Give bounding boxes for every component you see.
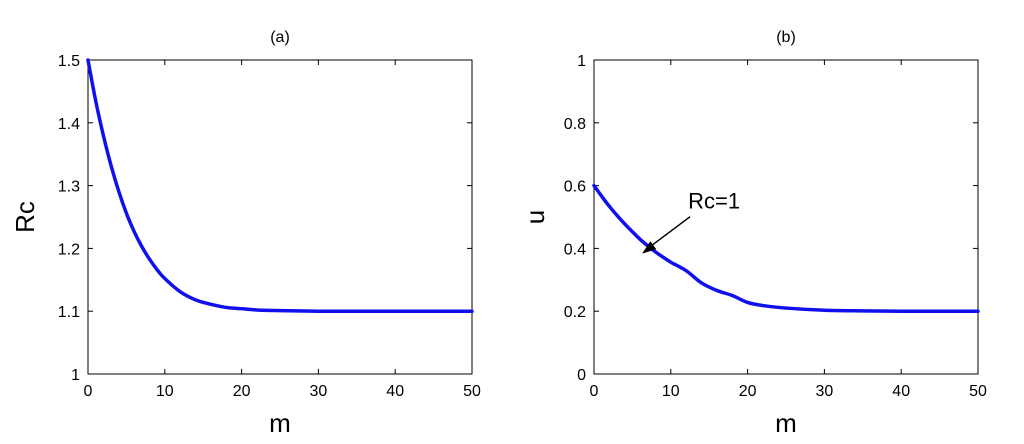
y-tick-label: 0 [577, 367, 586, 384]
x-axis-label: m [775, 408, 797, 438]
x-tick-label: 20 [233, 383, 251, 400]
y-tick-label: 1.1 [58, 304, 80, 321]
x-tick-label: 10 [156, 383, 174, 400]
x-tick-label: 50 [969, 383, 987, 400]
x-tick-label: 0 [590, 383, 599, 400]
chart-a: 0 10 20 30 40 50 1 1.1 1.2 1.3 1.4 1.5 (a) m Rc [10, 29, 481, 438]
x-tick-label: 10 [662, 383, 680, 400]
y-tick-label: 1.5 [58, 53, 80, 70]
annotation-arrow-head [642, 241, 657, 254]
y-tick-label: 1 [577, 53, 586, 70]
x-tick-label: 0 [84, 383, 93, 400]
plot-frame [87, 59, 473, 375]
series-line [86, 58, 474, 313]
x-tick-label: 30 [310, 383, 328, 400]
y-tick-label: 1.2 [58, 241, 80, 258]
y-tick-label: 0.2 [564, 304, 586, 321]
x-axis-label: m [269, 408, 291, 438]
x-tick-label: 50 [463, 383, 481, 400]
x-tick-label: 40 [892, 383, 910, 400]
y-tick-label: 1.3 [58, 179, 80, 196]
y-axis-label: u [520, 210, 550, 224]
annotation-label: Rc=1 [688, 189, 740, 214]
series-line [592, 183, 980, 313]
y-tick-label: 0.8 [564, 116, 586, 133]
plot-frame [593, 59, 979, 375]
chart-title: (b) [776, 29, 796, 46]
y-tick-label: 0.6 [564, 179, 586, 196]
y-tick-label: 1 [71, 367, 80, 384]
annotation-arrow-shaft [645, 216, 691, 251]
y-axis-label: Rc [10, 201, 40, 233]
chart-title: (a) [270, 29, 290, 46]
x-tick-label: 40 [386, 383, 404, 400]
x-tick-label: 30 [816, 383, 834, 400]
chart-b: 0 10 20 30 40 50 0 0.2 0.4 0.6 0.8 1 (b) m u Rc=1 [520, 29, 987, 438]
y-tick-label: 1.4 [58, 116, 80, 133]
x-tick-label: 20 [739, 383, 757, 400]
y-tick-label: 0.4 [564, 241, 586, 258]
